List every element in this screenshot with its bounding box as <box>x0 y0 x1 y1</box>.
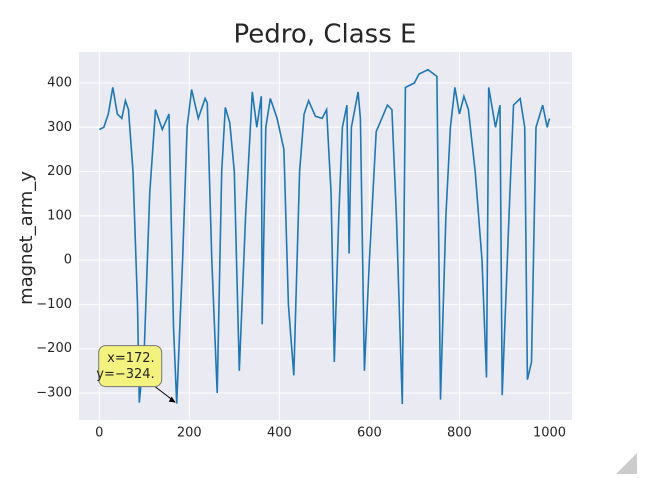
x-tick-label: 600 <box>357 426 382 441</box>
arrow-head <box>168 396 176 403</box>
annotation-box <box>98 345 163 388</box>
y-tick-label: 400 <box>47 75 72 90</box>
x-tick-label: 400 <box>267 426 292 441</box>
data-line <box>98 68 551 405</box>
annotation-text: x=172. <box>107 351 155 366</box>
x-tick-label: 200 <box>177 426 202 441</box>
y-axis-label: magnet_arm_y <box>16 171 37 305</box>
y-tick-label: 200 <box>47 164 72 179</box>
y-tick-label: 300 <box>47 120 72 135</box>
y-tick-label: −300 <box>36 385 72 400</box>
y-tick-label: 100 <box>47 208 72 223</box>
y-tick-label: 0 <box>64 253 72 268</box>
x-tick-label: 1000 <box>533 426 566 441</box>
x-tick-label: 800 <box>447 426 472 441</box>
x-tick-label: 0 <box>95 426 103 441</box>
chart-title: Pedro, Class E <box>234 20 417 50</box>
y-tick-label: −200 <box>36 341 72 356</box>
y-tick-label: −100 <box>36 297 72 312</box>
resize-handle[interactable] <box>616 453 637 474</box>
annotation-text: y=−324. <box>96 367 154 382</box>
